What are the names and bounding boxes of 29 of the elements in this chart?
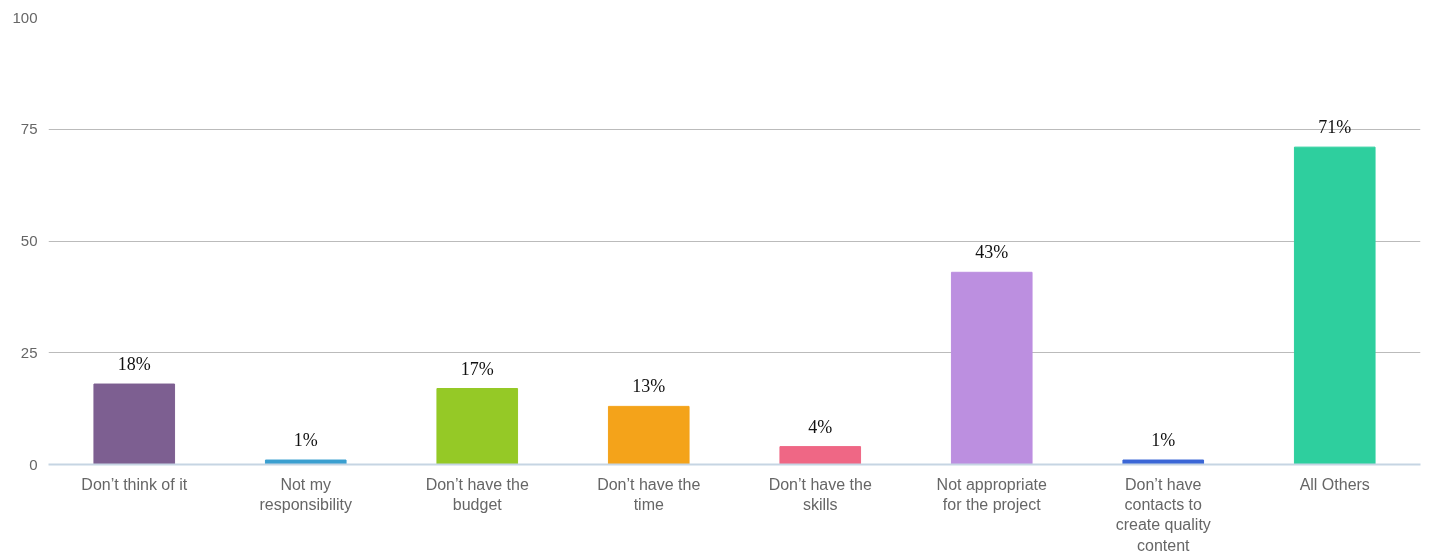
bar	[1293, 146, 1376, 465]
x-tick-label: Don’t have contacts to create quality content	[1115, 475, 1211, 554]
bar	[779, 446, 862, 465]
y-tick-label: 75	[20, 120, 38, 138]
data-label: 18%	[117, 354, 151, 375]
bar	[607, 405, 690, 465]
x-tick-label: Don’t have the budget	[425, 475, 529, 513]
x-tick-label: Don’t think of it	[81, 475, 188, 493]
data-label: 43%	[975, 242, 1009, 263]
x-tick-label: Not my responsibility	[259, 475, 352, 513]
data-label: 71%	[1318, 117, 1352, 138]
y-tick-label: 50	[20, 232, 38, 249]
data-label: 1%	[293, 430, 318, 451]
x-tick-label: All Others	[1299, 475, 1370, 493]
bar	[950, 271, 1033, 465]
y-tick-label: 0	[29, 455, 38, 473]
y-tick-label: 100	[12, 8, 38, 26]
data-label: 13%	[632, 376, 666, 397]
bar	[436, 388, 519, 465]
bar	[264, 459, 347, 465]
data-label: 1%	[1151, 430, 1176, 451]
x-tick-label: Don’t have the time	[597, 475, 701, 513]
x-tick-label: Don’t have the skills	[768, 475, 872, 513]
x-tick-label: Not appropriate for the project	[936, 475, 1047, 513]
data-label: 17%	[460, 358, 494, 379]
bar	[1122, 459, 1205, 465]
bar	[93, 383, 176, 465]
data-label: 4%	[808, 416, 833, 437]
y-tick-label: 25	[20, 343, 38, 361]
